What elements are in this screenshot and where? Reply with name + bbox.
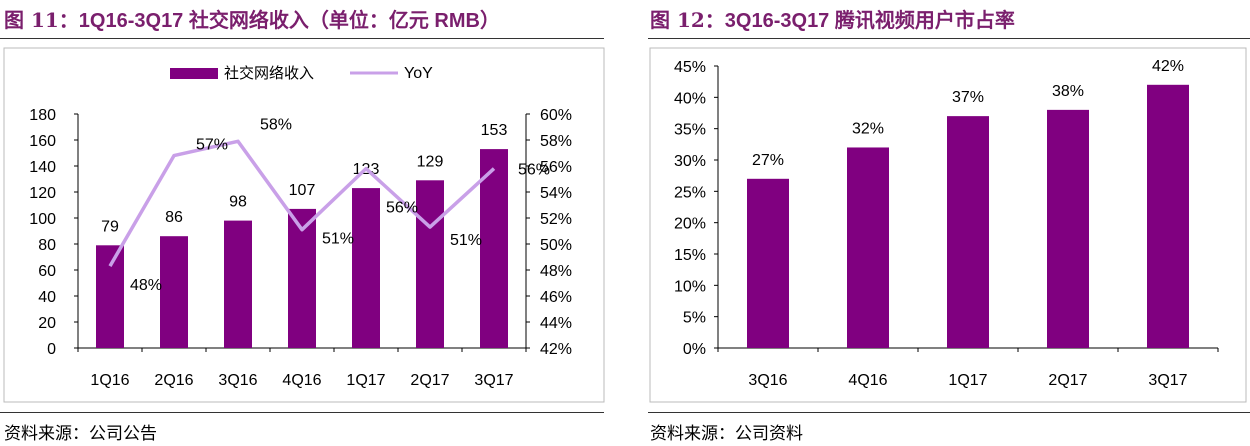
share-bar-label: 32% bbox=[852, 120, 884, 137]
right-chart-y-tick-label: 30% bbox=[674, 153, 706, 170]
right-chart-title: 图 12：3Q16-3Q17 腾讯视频用户市占率 bbox=[650, 4, 1015, 33]
left-chart-title-prefix: 图 11： bbox=[4, 8, 79, 32]
share-bar bbox=[1047, 109, 1089, 348]
right-chart: 0% 5% 10% 15% 20% 25% 30% 35% 40% 45% 3Q16 4Q16 1Q17… bbox=[674, 58, 1219, 389]
revenue-bar-label: 153 bbox=[481, 122, 508, 139]
share-bar bbox=[847, 147, 889, 348]
right-chart-y-tick-label: 10% bbox=[674, 278, 706, 295]
yoy-point-label: 51% bbox=[450, 232, 482, 249]
y2-tick-label: 44% bbox=[540, 315, 572, 332]
yoy-point-label: 56% bbox=[518, 162, 550, 179]
yoy-point-label: 56% bbox=[386, 200, 418, 217]
left-chart-title: 图 11：1Q16-3Q17 社交网络收入（单位：亿元 RMB） bbox=[4, 4, 500, 33]
y-tick-label: 40 bbox=[38, 289, 56, 306]
y2-tick-label: 46% bbox=[540, 289, 572, 306]
right-chart-x-tick-label: 4Q16 bbox=[848, 372, 887, 389]
revenue-bar-label: 86 bbox=[165, 209, 183, 226]
revenue-bar bbox=[96, 245, 124, 348]
y2-tick-label: 58% bbox=[540, 133, 572, 150]
right-chart-x-tick-label: 2Q17 bbox=[1048, 372, 1087, 389]
share-bar-label: 37% bbox=[952, 89, 984, 106]
yoy-point-label: 51% bbox=[322, 231, 354, 248]
revenue-bar-label: 107 bbox=[289, 182, 316, 199]
revenue-bar bbox=[288, 208, 316, 348]
x-tick-label: 3Q16 bbox=[218, 372, 257, 389]
revenue-bar bbox=[416, 180, 444, 348]
right-chart-y-tick-label: 0% bbox=[683, 341, 706, 358]
x-tick-label: 3Q17 bbox=[474, 372, 513, 389]
share-bar-label: 27% bbox=[752, 152, 784, 169]
left-source-rule bbox=[0, 412, 604, 413]
right-chart-y-tick-label: 5% bbox=[683, 310, 706, 327]
y-tick-label: 20 bbox=[38, 315, 56, 332]
legend-bar-label: 社交网络收入 bbox=[224, 64, 314, 82]
y2-tick-label: 48% bbox=[540, 263, 572, 280]
right-chart-y-tick-label: 40% bbox=[674, 90, 706, 107]
y-tick-label: 140 bbox=[29, 159, 56, 176]
y2-tick-label: 54% bbox=[540, 185, 572, 202]
revenue-bar-label: 98 bbox=[229, 194, 247, 211]
yoy-line bbox=[108, 139, 496, 267]
revenue-bar bbox=[160, 236, 188, 348]
right-chart-title-text: 3Q16-3Q17 腾讯视频用户市占率 bbox=[724, 10, 1015, 32]
y2-tick-label: 60% bbox=[540, 107, 572, 124]
legend-line-label: YoY bbox=[404, 65, 433, 82]
y-tick-label: 160 bbox=[29, 133, 56, 150]
revenue-bar-label: 129 bbox=[417, 153, 444, 170]
y2-tick-label: 52% bbox=[540, 211, 572, 228]
y2-tick-label: 50% bbox=[540, 237, 572, 254]
right-chart-title-prefix: 图 12： bbox=[650, 8, 725, 32]
revenue-bar bbox=[224, 220, 252, 348]
revenue-bar-label: 79 bbox=[101, 218, 119, 235]
right-chart-y-tick-label: 35% bbox=[674, 122, 706, 139]
right-source-rule bbox=[648, 412, 1250, 413]
x-tick-label: 1Q16 bbox=[90, 372, 129, 389]
left-chart: 0 20 40 60 80 100 120 140 160 180 42% 44% 46% 48% 50% 5… bbox=[29, 107, 572, 389]
y-tick-label: 0 bbox=[47, 341, 56, 358]
y-tick-label: 100 bbox=[29, 211, 56, 228]
share-bar-label: 38% bbox=[1052, 83, 1084, 100]
yoy-point-label: 57% bbox=[196, 137, 228, 154]
left-chart-title-text: 1Q16-3Q17 社交网络收入（单位：亿元 RMB） bbox=[78, 10, 500, 32]
left-source-text: 资料来源：公司公告 bbox=[4, 424, 157, 444]
right-title-rule bbox=[648, 38, 1250, 39]
right-source: 资料来源：公司资料 bbox=[650, 419, 803, 444]
y-tick-label: 180 bbox=[29, 107, 56, 124]
right-chart-y-tick-label: 20% bbox=[674, 216, 706, 233]
right-chart-y-tick-label: 25% bbox=[674, 184, 706, 201]
right-chart-x-tick-label: 3Q16 bbox=[748, 372, 787, 389]
legend-bar-swatch bbox=[170, 68, 218, 79]
y2-tick-label: 56% bbox=[540, 159, 572, 176]
share-bar bbox=[947, 116, 989, 348]
right-chart-y-tick-label: 15% bbox=[674, 247, 706, 264]
right-chart-y-tick-label: 45% bbox=[674, 59, 706, 76]
y-tick-label: 120 bbox=[29, 185, 56, 202]
right-source-text: 资料来源：公司资料 bbox=[650, 424, 803, 444]
yoy-point-label: 48% bbox=[130, 277, 162, 294]
left-chart-frame bbox=[3, 47, 605, 403]
right-chart-frame bbox=[649, 47, 1247, 403]
revenue-bar bbox=[480, 149, 508, 348]
x-tick-label: 1Q17 bbox=[346, 372, 385, 389]
y-tick-label: 60 bbox=[38, 263, 56, 280]
y-tick-label: 80 bbox=[38, 237, 56, 254]
share-bar bbox=[747, 178, 789, 348]
x-tick-label: 4Q16 bbox=[282, 372, 321, 389]
left-source: 资料来源：公司公告 bbox=[4, 419, 157, 444]
right-chart-x-tick-label: 1Q17 bbox=[948, 372, 987, 389]
revenue-bar bbox=[352, 188, 380, 348]
yoy-point-label: 58% bbox=[260, 116, 292, 133]
share-bar-label: 42% bbox=[1152, 58, 1184, 75]
y2-tick-label: 42% bbox=[540, 341, 572, 358]
share-bar bbox=[1147, 84, 1189, 349]
right-chart-x-tick-label: 3Q17 bbox=[1148, 372, 1187, 389]
x-tick-label: 2Q16 bbox=[154, 372, 193, 389]
x-tick-label: 2Q17 bbox=[410, 372, 449, 389]
left-title-rule bbox=[0, 38, 604, 39]
